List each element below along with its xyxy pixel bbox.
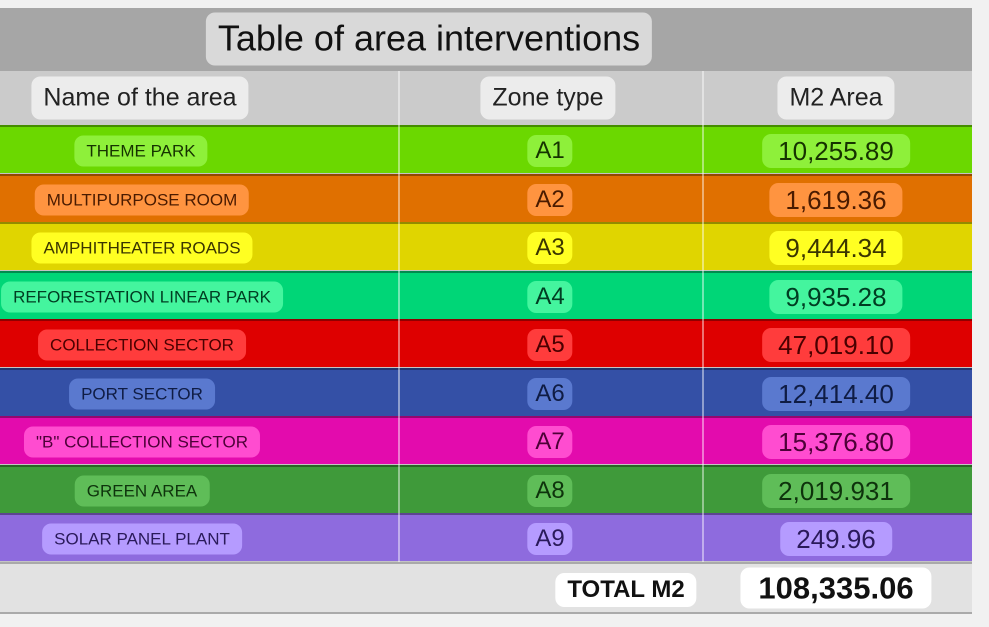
m2-area-cell: 12,414.40 — [762, 376, 910, 411]
m2-area-cell: 9,935.28 — [769, 279, 903, 314]
total-label: TOTAL M2 — [555, 573, 697, 607]
area-name-cell: THEME PARK — [74, 135, 208, 167]
zone-type-cell: A6 — [527, 377, 573, 410]
zone-type-cell: A8 — [527, 474, 573, 507]
area-interventions-table: Table of area interventions Name of the … — [0, 8, 972, 613]
area-name-cell: "B" COLLECTION SECTOR — [23, 426, 261, 458]
table-row: MULTIPURPOSE ROOM A2 1,619.36 — [0, 173, 972, 222]
m2-area-cell: 9,444.34 — [769, 231, 903, 265]
zone-type-cell: A2 — [527, 183, 573, 216]
zone-type-cell: A7 — [527, 426, 573, 458]
header-row: Name of the area Zone type M2 Area — [0, 71, 972, 125]
total-row: TOTAL M2 108,335.06 — [0, 562, 972, 613]
total-value: 108,335.06 — [740, 567, 932, 609]
header-name-of-area: Name of the area — [31, 76, 249, 120]
table-row: "B" COLLECTION SECTOR A7 15,376.80 — [0, 416, 972, 464]
table-row: THEME PARK A1 10,255.89 — [0, 125, 972, 173]
title-band: Table of area interventions — [0, 8, 972, 71]
column-divider — [398, 71, 400, 570]
m2-area-cell: 15,376.80 — [762, 425, 910, 459]
table-row: REFORESTATION LINEAR PARK A4 9,935.28 — [0, 270, 972, 319]
area-name-cell: COLLECTION SECTOR — [38, 329, 246, 361]
area-name-cell: GREEN AREA — [74, 475, 210, 506]
zone-type-cell: A9 — [527, 523, 573, 555]
header-m2-area: M2 Area — [777, 76, 895, 120]
bottom-divider — [0, 612, 972, 614]
area-name-cell: PORT SECTOR — [69, 378, 215, 409]
m2-area-cell: 47,019.10 — [762, 328, 910, 362]
table-row: AMPHITHEATER ROADS A3 9,444.34 — [0, 222, 972, 270]
table-row: PORT SECTOR A6 12,414.40 — [0, 367, 972, 416]
area-name-cell: REFORESTATION LINEAR PARK — [1, 281, 283, 312]
table-row: COLLECTION SECTOR A5 47,019.10 — [0, 319, 972, 367]
zone-type-cell: A4 — [527, 280, 573, 313]
column-divider — [702, 71, 704, 570]
zone-type-cell: A3 — [527, 232, 573, 264]
area-name-cell: SOLAR PANEL PLANT — [42, 523, 242, 555]
m2-area-cell: 249.96 — [780, 522, 892, 556]
m2-area-cell: 10,255.89 — [762, 134, 910, 168]
m2-area-cell: 1,619.36 — [769, 182, 903, 217]
area-name-cell: MULTIPURPOSE ROOM — [34, 184, 250, 215]
m2-area-cell: 2,019.931 — [762, 473, 910, 508]
table-row: SOLAR PANEL PLANT A9 249.96 — [0, 513, 972, 561]
zone-type-cell: A5 — [527, 329, 573, 361]
area-name-cell: AMPHITHEATER ROADS — [31, 232, 253, 264]
table-row: GREEN AREA A8 2,019.931 — [0, 464, 972, 513]
header-zone-type: Zone type — [480, 76, 616, 120]
table-title: Table of area interventions — [205, 12, 653, 66]
zone-type-cell: A1 — [527, 135, 573, 167]
